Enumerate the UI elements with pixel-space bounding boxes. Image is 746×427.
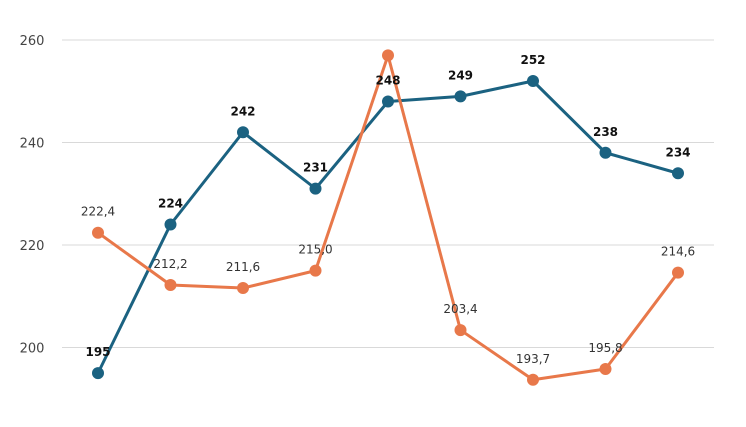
- series-2-data-label: 195,8: [588, 341, 622, 355]
- series-2-data-label: 222,4: [81, 205, 115, 219]
- y-tick-label: 220: [20, 239, 45, 254]
- series-2-data-label: 214,6: [661, 245, 695, 259]
- series-1-point: [92, 367, 104, 380]
- data-labels: 195 224 242 231 248 249 252 238 234 222,4 212,2 211…: [81, 53, 695, 366]
- series-2-point: [309, 264, 322, 277]
- y-tick-label: 260: [20, 34, 45, 49]
- y-axis-tick-labels: 200 220 240 260: [20, 34, 45, 357]
- series-1-point: [309, 182, 322, 195]
- series-1-data-label: 234: [665, 145, 690, 159]
- series-2-data-label: 212,2: [153, 257, 187, 271]
- series-2-data-label: 215,0: [298, 243, 332, 257]
- series-2-point: [599, 363, 612, 376]
- y-tick-label: 240: [20, 137, 45, 152]
- series-2-data-label: 211,6: [226, 260, 260, 274]
- series-1-line: [96, 79, 679, 374]
- series-1-point: [599, 146, 612, 159]
- gridlines: [62, 39, 714, 348]
- series-lines: [92, 49, 684, 386]
- series-1-point: [454, 90, 467, 103]
- series-2-point: [237, 282, 249, 295]
- series-2-point: [672, 266, 684, 279]
- series-1-data-label: 224: [158, 197, 183, 211]
- series-1-point: [672, 167, 684, 180]
- series-1-point: [164, 218, 177, 231]
- series-1-data-label: 242: [230, 104, 255, 118]
- series-1-data-label: 195: [85, 345, 110, 359]
- series-1-data-label: 238: [593, 125, 618, 139]
- series-1-data-label: 248: [375, 74, 400, 88]
- series-1-point: [382, 95, 394, 108]
- series-1-data-label: 252: [520, 53, 545, 67]
- series-1-point: [237, 126, 249, 139]
- series-2-point: [92, 226, 104, 239]
- series-1-point: [527, 75, 539, 87]
- series-2-data-label: 203,4: [443, 302, 477, 316]
- series-1-data-label: 249: [448, 68, 473, 82]
- series-2-point: [382, 49, 394, 62]
- series-2-point: [527, 373, 539, 386]
- series-2-data-label: 193,7: [516, 352, 550, 366]
- y-tick-label: 200: [20, 342, 45, 357]
- series-1-data-label: 231: [303, 161, 328, 175]
- series-2-point: [454, 324, 467, 337]
- series-2-point: [164, 278, 177, 291]
